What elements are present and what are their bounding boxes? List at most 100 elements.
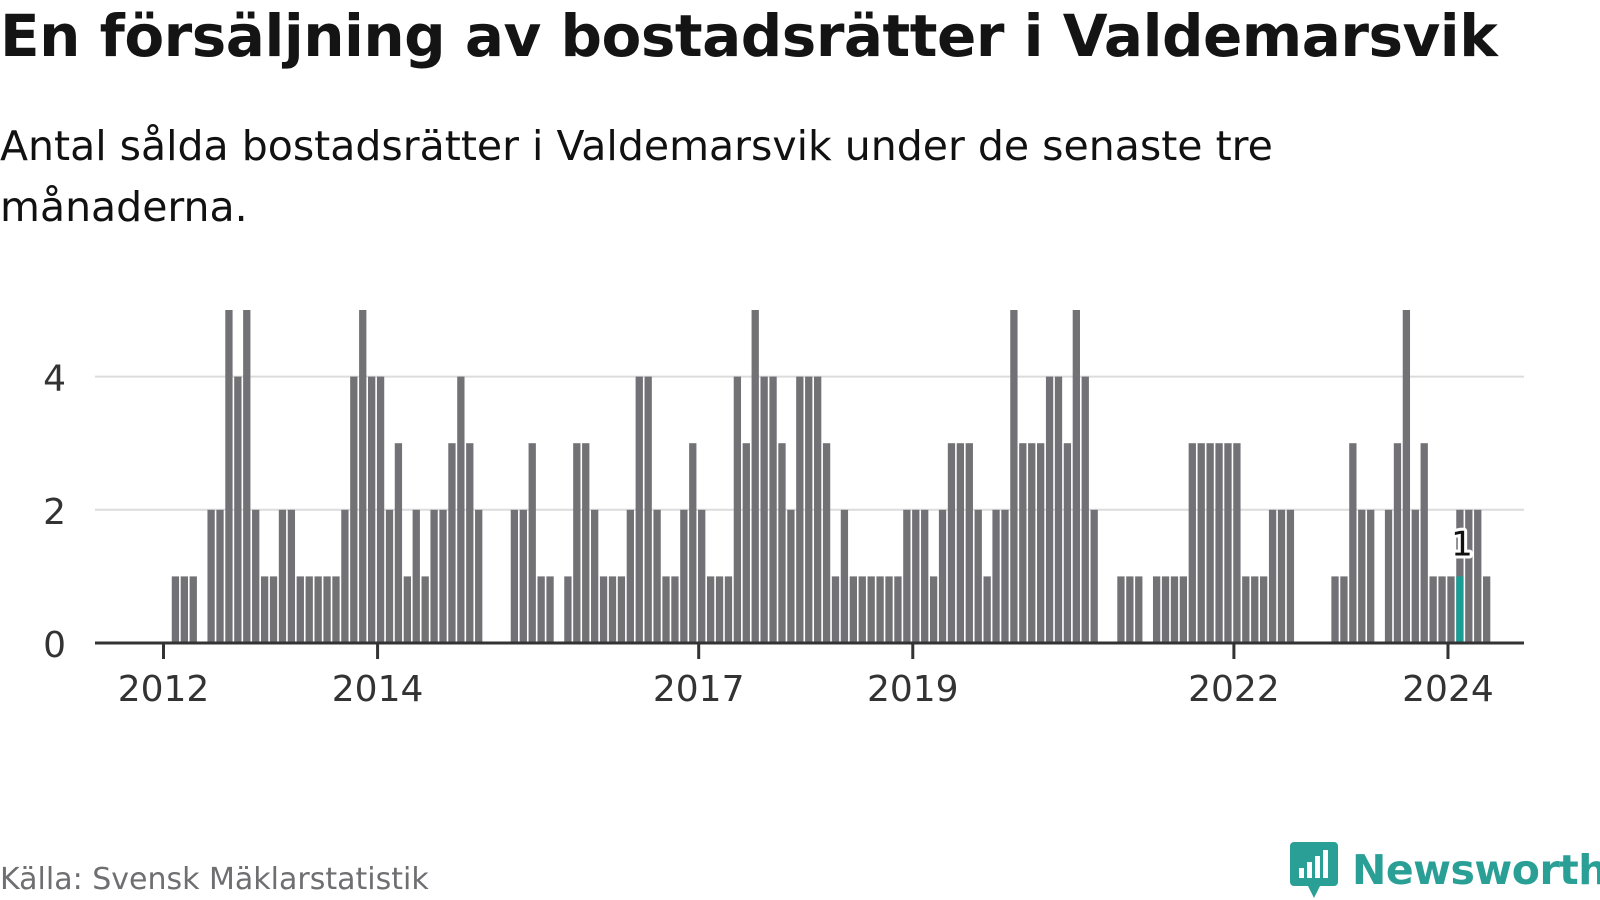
bar	[867, 576, 875, 643]
bar	[751, 310, 759, 643]
bar	[1081, 376, 1089, 643]
bar	[706, 576, 715, 643]
bar	[1037, 443, 1045, 643]
x-tick-label: 2024	[1402, 669, 1494, 710]
bar	[1001, 509, 1009, 643]
bar	[1402, 310, 1411, 643]
chart-subtitle: Antal sålda bostadsrätter i Valdemarsvik…	[0, 122, 1273, 231]
bar	[225, 310, 233, 643]
highlight-bar	[1456, 576, 1464, 643]
bar	[599, 576, 608, 643]
bar	[1224, 443, 1232, 643]
bar	[1393, 443, 1402, 643]
source-note: Källa: Svensk Mäklarstatistik	[0, 862, 429, 897]
bar	[787, 509, 795, 643]
bar	[1197, 443, 1205, 643]
bar	[368, 376, 376, 643]
bar	[653, 509, 661, 643]
bar	[822, 443, 831, 643]
bar	[1367, 509, 1375, 643]
bar	[929, 576, 938, 643]
brand-name: Newsworthy	[1352, 846, 1600, 894]
bar	[831, 576, 840, 643]
bar	[1045, 376, 1054, 643]
bar	[287, 509, 296, 643]
bar	[1135, 576, 1143, 643]
bar	[1438, 576, 1446, 643]
data-label: 1	[1451, 524, 1473, 564]
bar	[903, 509, 911, 643]
bar	[582, 443, 590, 643]
bar	[216, 509, 224, 643]
bar	[956, 443, 965, 643]
bar	[1349, 443, 1357, 643]
bar	[421, 576, 429, 643]
bar	[510, 509, 519, 643]
bar	[912, 509, 920, 643]
bar	[885, 576, 893, 643]
bar	[1251, 576, 1259, 643]
bar	[805, 376, 813, 643]
bar	[849, 576, 857, 643]
brand-logo[interactable]: Newsworthy	[1290, 842, 1600, 898]
bar	[466, 443, 474, 643]
bar	[1161, 576, 1170, 643]
bar	[724, 576, 733, 643]
bar	[626, 509, 634, 643]
bar	[876, 576, 884, 643]
bar	[332, 576, 340, 643]
bar	[974, 509, 982, 643]
bar	[1358, 509, 1366, 643]
bar	[457, 376, 465, 643]
bar	[965, 443, 973, 643]
bar	[1010, 310, 1018, 643]
x-tick-label: 2019	[867, 669, 959, 710]
bar	[305, 576, 313, 643]
bar	[733, 376, 742, 643]
bar	[778, 443, 786, 643]
bar	[1474, 509, 1482, 643]
bar	[260, 576, 269, 643]
bar	[394, 443, 403, 643]
bar	[698, 509, 706, 643]
bar	[403, 576, 411, 643]
bar	[644, 376, 652, 643]
bar	[840, 509, 849, 643]
bar	[278, 509, 287, 643]
bar-chart: 0 2 4 1 2012 2014 2017 2019 2022 2024	[43, 310, 1524, 710]
bar	[1384, 509, 1393, 643]
bar	[1206, 443, 1214, 643]
bar	[376, 376, 385, 643]
bar	[475, 509, 483, 643]
bar	[1260, 576, 1268, 643]
bar	[171, 576, 180, 643]
bar	[742, 443, 750, 643]
bar	[1019, 443, 1027, 643]
chart-title: En försäljning av bostadsrätter i Valdem…	[0, 2, 1498, 70]
bar	[662, 576, 670, 643]
bar	[1179, 576, 1188, 643]
bar	[1242, 576, 1250, 643]
bar	[439, 509, 447, 643]
newsworthy-logo-icon	[1290, 842, 1338, 898]
bar	[1170, 576, 1179, 643]
bar	[537, 576, 545, 643]
bar	[1090, 509, 1098, 643]
bar	[947, 443, 956, 643]
bar	[350, 376, 358, 643]
bar	[1331, 576, 1339, 643]
bar	[528, 443, 536, 643]
bar	[715, 576, 724, 643]
bar	[359, 310, 367, 643]
bar	[1286, 509, 1295, 643]
bar	[1420, 443, 1428, 643]
bar	[671, 576, 679, 643]
bar	[814, 376, 822, 643]
bar	[296, 576, 304, 643]
x-tick-label: 2017	[653, 669, 745, 710]
bar	[1277, 509, 1286, 643]
bar	[1028, 443, 1036, 643]
y-tick-label: 2	[43, 492, 66, 533]
bar	[591, 509, 599, 643]
bar	[760, 376, 768, 643]
